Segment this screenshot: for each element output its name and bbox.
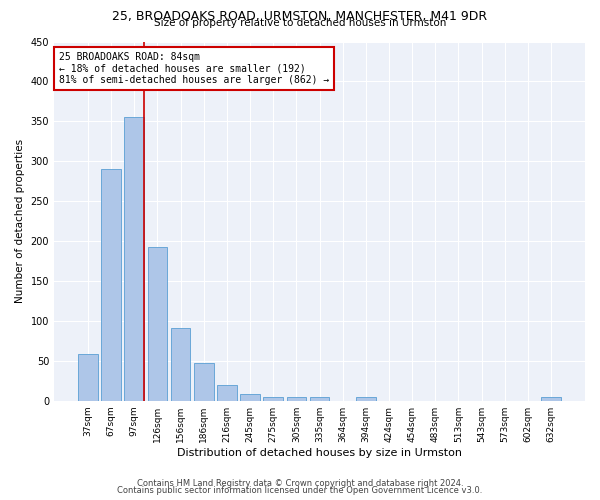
- Bar: [148, 246, 167, 400]
- Y-axis label: Number of detached properties: Number of detached properties: [15, 139, 25, 303]
- Bar: [240, 394, 260, 400]
- Bar: [287, 396, 306, 400]
- Text: Size of property relative to detached houses in Urmston: Size of property relative to detached ho…: [154, 18, 446, 28]
- Bar: [217, 384, 237, 400]
- Bar: [124, 118, 144, 401]
- Text: 25 BROADOAKS ROAD: 84sqm
← 18% of detached houses are smaller (192)
81% of semi-: 25 BROADOAKS ROAD: 84sqm ← 18% of detach…: [59, 52, 329, 86]
- Bar: [78, 354, 98, 401]
- X-axis label: Distribution of detached houses by size in Urmston: Distribution of detached houses by size …: [177, 448, 462, 458]
- Bar: [194, 363, 214, 401]
- Bar: [101, 169, 121, 400]
- Bar: [263, 396, 283, 400]
- Text: Contains HM Land Registry data © Crown copyright and database right 2024.: Contains HM Land Registry data © Crown c…: [137, 478, 463, 488]
- Bar: [356, 396, 376, 400]
- Bar: [541, 396, 561, 400]
- Text: 25, BROADOAKS ROAD, URMSTON, MANCHESTER, M41 9DR: 25, BROADOAKS ROAD, URMSTON, MANCHESTER,…: [112, 10, 488, 23]
- Bar: [171, 328, 190, 400]
- Text: Contains public sector information licensed under the Open Government Licence v3: Contains public sector information licen…: [118, 486, 482, 495]
- Bar: [310, 396, 329, 400]
